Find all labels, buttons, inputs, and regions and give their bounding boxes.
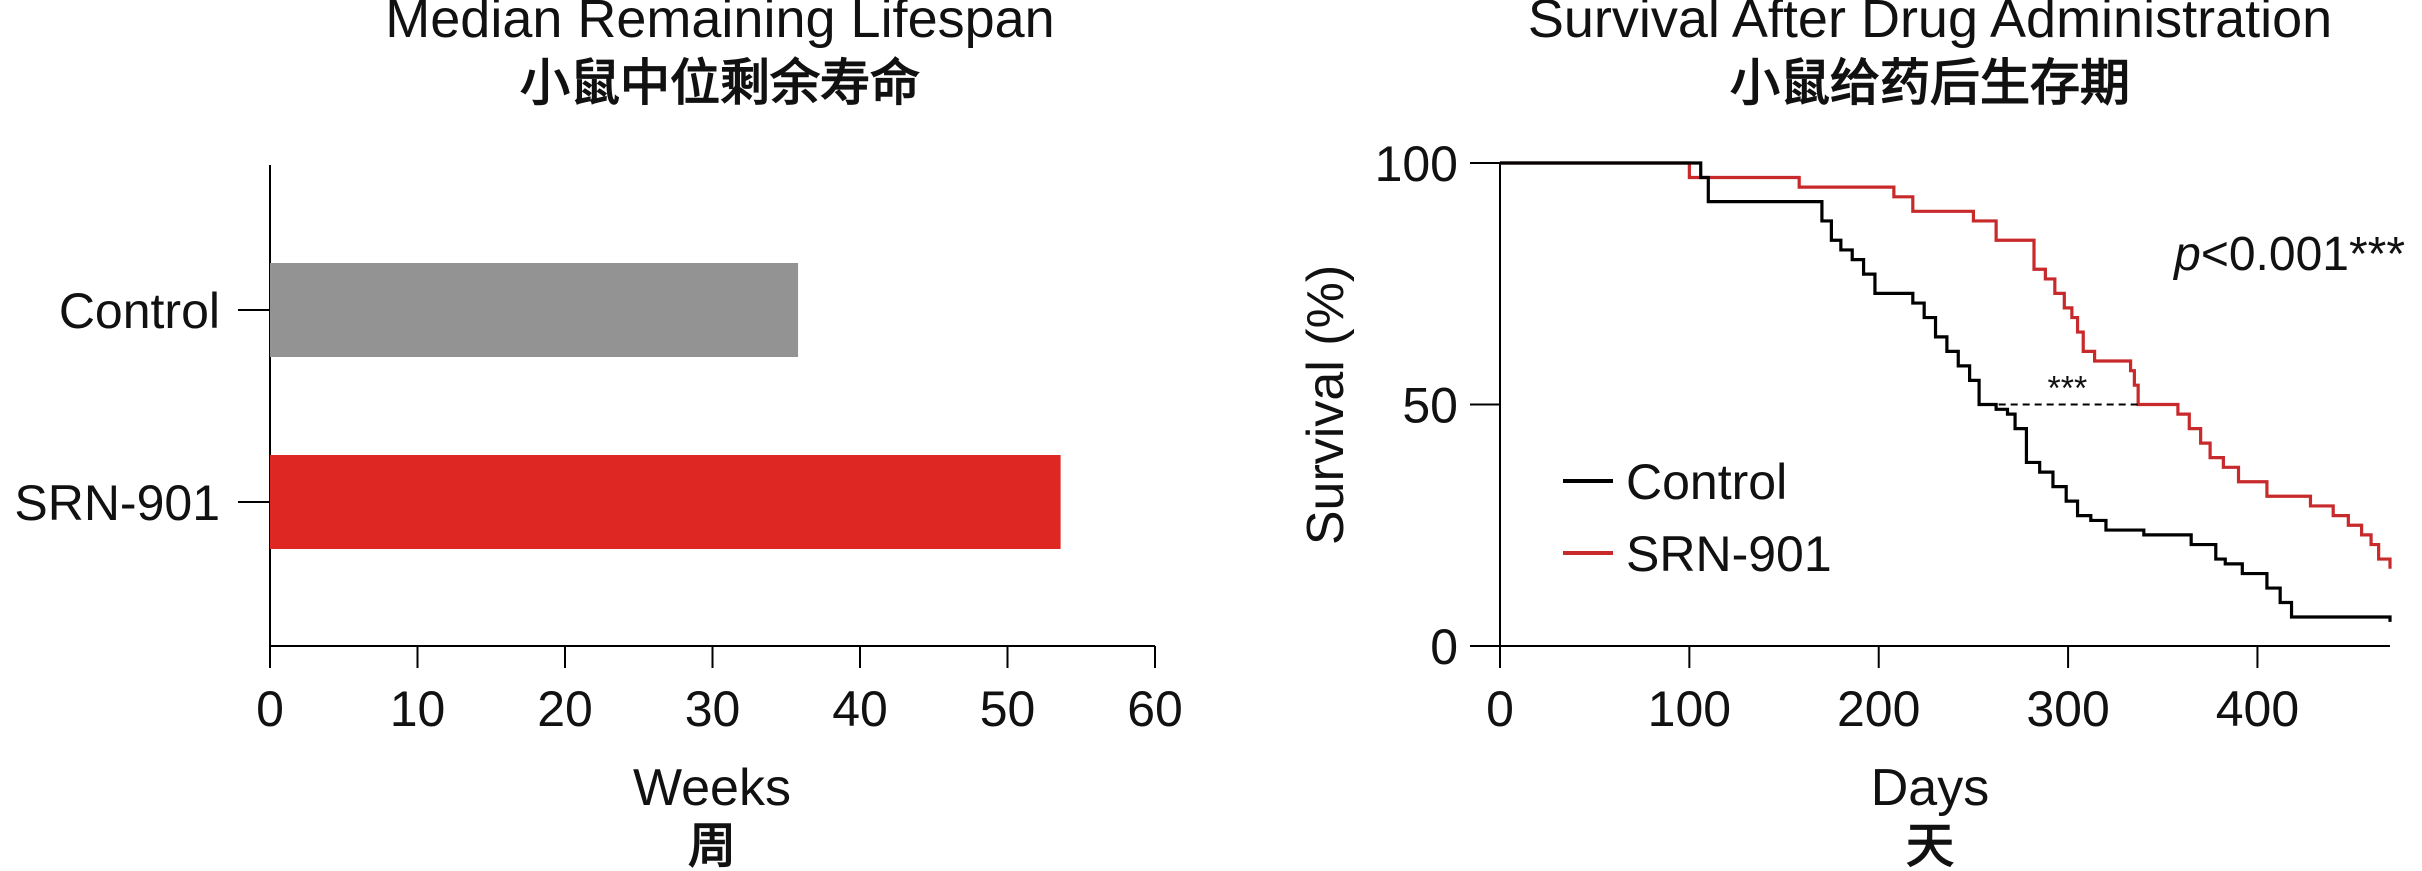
km-x-tick-label: 400 [2216,681,2299,737]
bar-x-tick-label: 60 [1127,681,1183,737]
km-x-tick-label: 100 [1648,681,1731,737]
km-x-tick-label: 200 [1837,681,1920,737]
bar-chart-title-en: Median Remaining Lifespan [385,0,1055,49]
bar-control [270,263,799,357]
bar-x-tick-label: 0 [256,681,284,737]
bar-x-tick-label: 20 [537,681,593,737]
bar-chart-title: Median Remaining Lifespan 小鼠中位剩余寿命 [270,0,1170,108]
km-legend-label-control: Control [1626,454,1787,510]
km-y-tick-label: 50 [1402,378,1458,434]
km-median-significance: *** [2048,370,2088,408]
km-series-control-line [1500,161,2392,622]
bar-srn-901 [270,455,1061,549]
survival-chart-title-zh: 小鼠给药后生存期 [1730,54,2130,112]
bar-category-label: SRN-901 [14,475,220,531]
km-x-tick-label: 0 [1486,681,1514,737]
survival-chart-title-en: Survival After Drug Administration [1527,0,2333,49]
km-x-tick-label: 300 [2026,681,2109,737]
km-x-axis-label-zh: 天 [1906,820,1954,871]
bar-x-axis-label-zh: 周 [688,820,736,871]
km-p-value-annotation: p<0.001*** [2172,228,2405,281]
survival-chart-title: Survival After Drug Administration 小鼠给药后… [1380,0,2422,108]
km-y-axis-label: Survival (%) [1297,265,1355,545]
km-y-tick-label: 0 [1430,619,1458,675]
bar-chart-title-zh: 小鼠中位剩余寿命 [520,54,920,112]
bar-x-axis-label: Weeks [633,759,791,817]
bar-x-tick-label: 40 [832,681,888,737]
km-series-srn-901-line [1500,161,2392,569]
km-x-axis-label: Days [1871,759,1989,817]
survival-chart: 0 50 100 0 100 200 300 400 *** p<0.001*** Control S… [1297,136,2405,871]
km-y-tick-label: 100 [1375,136,1458,192]
bar-x-tick-label: 30 [685,681,741,737]
bar-x-tick-label: 10 [390,681,446,737]
bar-category-label: Control [59,283,220,339]
bar-x-tick-label: 50 [980,681,1036,737]
km-legend-label-srn-901: SRN-901 [1626,526,1832,582]
